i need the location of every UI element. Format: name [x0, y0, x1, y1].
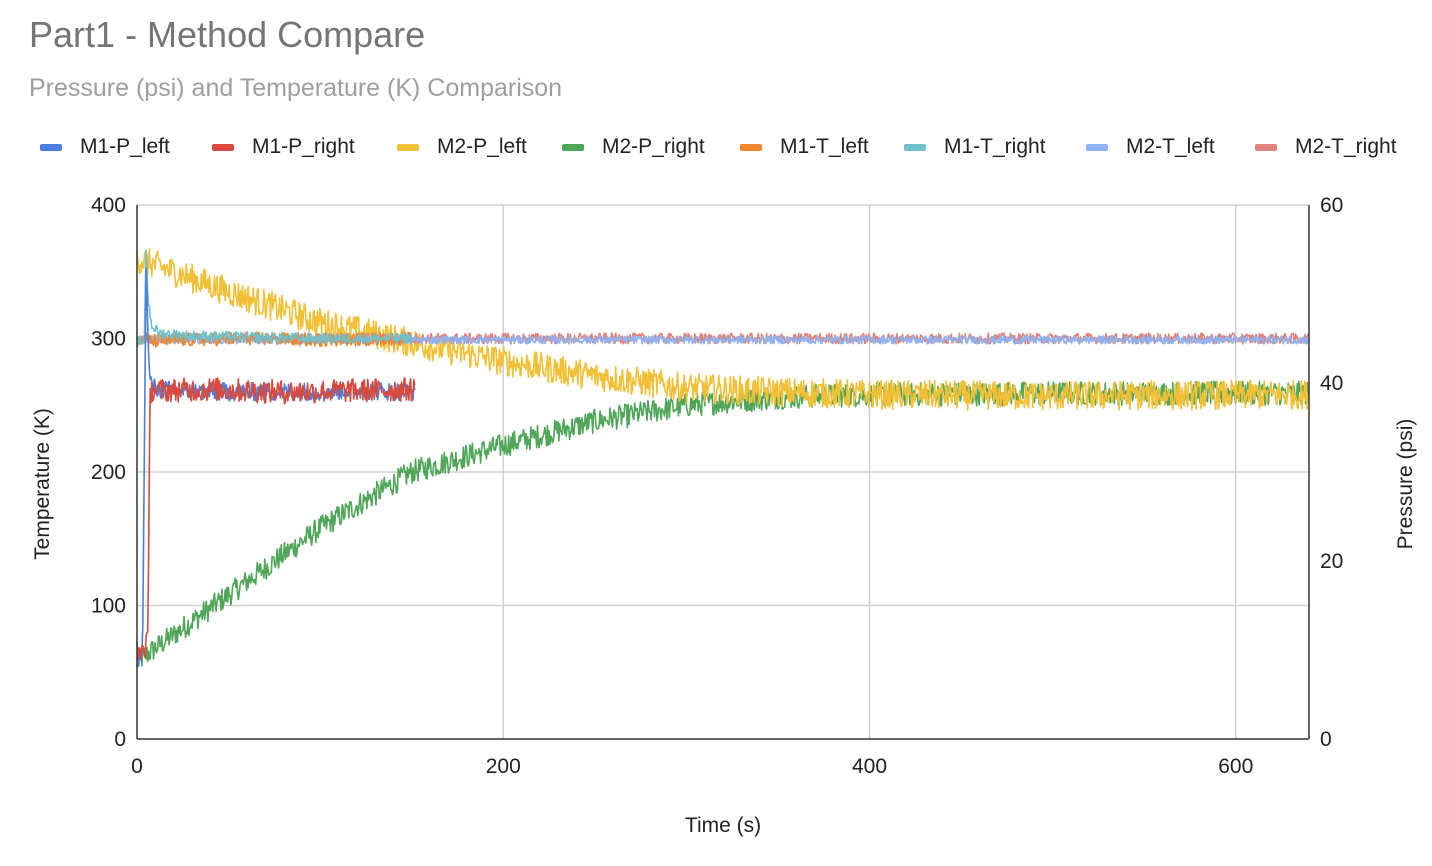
x-axis-label: Time (s) — [685, 814, 761, 837]
legend-label: M2-T_right — [1295, 135, 1397, 158]
series-line-M2-P_left — [136, 247, 1310, 411]
legend-label: M1-P_left — [80, 135, 170, 158]
legend-label: M2-P_left — [437, 135, 527, 158]
y-right-tick-label: 0 — [1320, 728, 1332, 751]
legend-item-M1-T_right: M1-T_right — [904, 132, 1046, 162]
legend-label: M1-P_right — [252, 135, 355, 158]
legend-label: M2-P_right — [602, 135, 705, 158]
legend-swatch — [904, 143, 926, 151]
x-tick-label: 600 — [1218, 755, 1253, 778]
legend-item-M2-P_left: M2-P_left — [397, 132, 527, 162]
legend-swatch — [1086, 143, 1108, 151]
legend-item-M2-T_left: M2-T_left — [1086, 132, 1215, 162]
legend-swatch — [397, 143, 419, 151]
legend-swatch — [40, 143, 62, 151]
legend-swatch — [1255, 143, 1277, 151]
legend-item-M2-T_right: M2-T_right — [1255, 132, 1397, 162]
axes — [136, 205, 1310, 740]
legend-swatch — [740, 143, 762, 151]
x-tick-label: 400 — [852, 755, 887, 778]
y-right-tick-label: 20 — [1320, 550, 1343, 573]
legend-swatch — [562, 143, 584, 151]
chart-legend: M1-P_left M1-P_right M2-P_left M2-P_right M1… — [40, 132, 1420, 162]
series-line-M2-P_right — [136, 380, 1310, 667]
y-right-tick-label: 60 — [1320, 194, 1343, 217]
y-axis-right-label: Pressure (psi) — [1394, 419, 1417, 550]
legend-label: M1-T_right — [944, 135, 1046, 158]
series-lines — [136, 247, 1310, 668]
legend-label: M2-T_left — [1126, 135, 1215, 158]
legend-item-M1-T_left: M1-T_left — [740, 132, 869, 162]
y-left-tick-label: 400 — [91, 194, 126, 217]
chart-subtitle: Pressure (psi) and Temperature (K) Compa… — [29, 74, 563, 102]
grid-lines — [137, 204, 1309, 739]
y-left-tick-label: 200 — [91, 461, 126, 484]
y-left-tick-label: 100 — [91, 595, 126, 618]
x-tick-label: 200 — [486, 755, 521, 778]
y-right-tick-label: 40 — [1320, 372, 1343, 395]
legend-swatch — [212, 143, 234, 151]
series-line-M1-T_right — [136, 249, 413, 347]
series-line-M1-P_right — [136, 377, 416, 661]
tick-labels: 0 200 400 600 0 100 200 300 400 0 20 40 60 — [91, 194, 1343, 778]
y-left-tick-label: 0 — [114, 728, 126, 751]
x-tick-label: 0 — [131, 755, 143, 778]
legend-item-M1-P_left: M1-P_left — [40, 132, 170, 162]
y-axis-left-label: Temperature (K) — [31, 408, 54, 560]
legend-item-M2-P_right: M2-P_right — [562, 132, 705, 162]
legend-label: M1-T_left — [780, 135, 869, 158]
chart-title: Part1 - Method Compare — [29, 14, 426, 55]
legend-item-M1-P_right: M1-P_right — [212, 132, 355, 162]
y-left-tick-label: 300 — [91, 328, 126, 351]
